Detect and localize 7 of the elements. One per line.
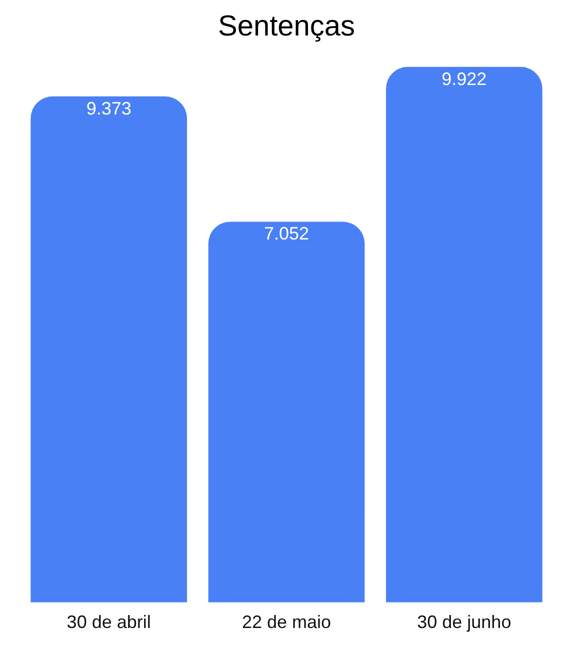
- chart-title: Sentenças: [218, 10, 356, 42]
- x-tick-label: 30 de abril: [66, 612, 151, 632]
- data-label: 9.922: [442, 68, 487, 89]
- x-tick-label: 30 de junho: [417, 612, 512, 632]
- data-label: 9.373: [86, 98, 132, 118]
- data-label: 7.052: [264, 224, 310, 244]
- x-tick-label: 22 de maio: [242, 612, 332, 632]
